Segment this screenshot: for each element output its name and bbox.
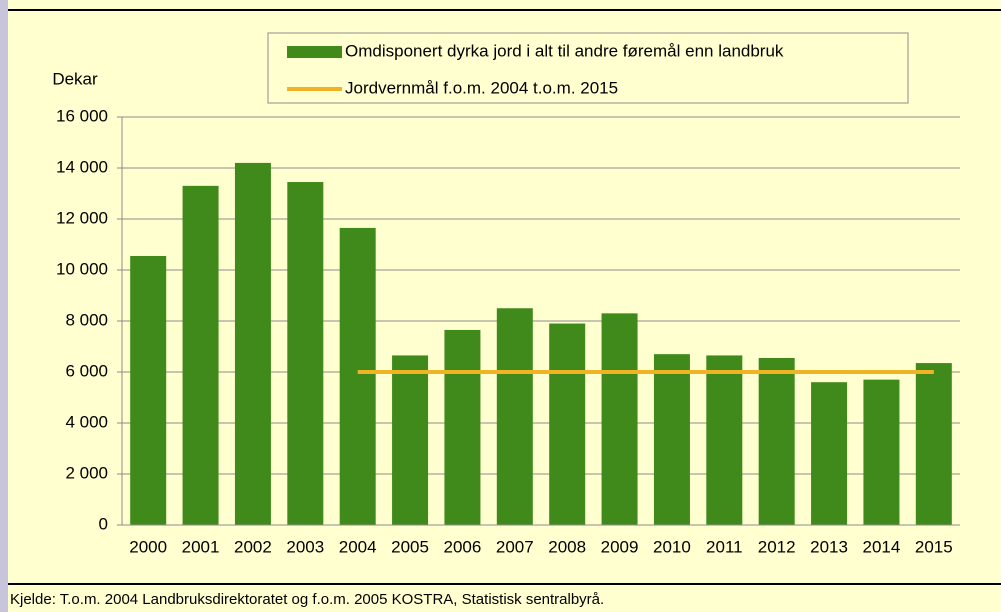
- legend-label: Jordvernmål f.o.m. 2004 t.o.m. 2015: [345, 78, 618, 97]
- bar: [811, 382, 848, 525]
- x-tick-label: 2002: [234, 537, 272, 556]
- bar: [758, 357, 795, 525]
- bar: [863, 379, 900, 525]
- bar: [182, 185, 219, 525]
- y-tick-label: 8 000: [65, 310, 108, 329]
- y-tick-label: 4 000: [65, 412, 108, 431]
- bar: [287, 182, 324, 525]
- x-tick-label: 2012: [758, 537, 796, 556]
- bar: [496, 308, 533, 525]
- legend-label: Omdisponert dyrka jord i alt til andre f…: [345, 41, 784, 60]
- bar: [915, 363, 952, 525]
- y-tick-label: 10 000: [56, 259, 108, 278]
- bar: [653, 354, 690, 525]
- x-tick-label: 2005: [391, 537, 429, 556]
- bar: [706, 355, 743, 525]
- y-tick-label: 16 000: [56, 106, 108, 125]
- y-tick-label: 6 000: [65, 361, 108, 380]
- x-tick-label: 2007: [496, 537, 534, 556]
- source: Kjelde: T.o.m. 2004 Landbruksdirektorate…: [10, 591, 604, 608]
- y-tick-label: 0: [99, 514, 108, 533]
- bar: [234, 162, 271, 525]
- legend-swatch: [287, 46, 342, 58]
- x-tick-label: 2008: [548, 537, 586, 556]
- x-tick-label: 2003: [286, 537, 324, 556]
- x-tick-label: 2004: [339, 537, 377, 556]
- x-tick-label: 2001: [182, 537, 220, 556]
- x-tick-label: 2009: [601, 537, 639, 556]
- bar: [549, 323, 586, 525]
- bar: [601, 313, 638, 525]
- y-tick-label: 2 000: [65, 463, 108, 482]
- x-tick-label: 2015: [915, 537, 953, 556]
- x-tick-label: 2013: [810, 537, 848, 556]
- bar: [339, 227, 376, 526]
- legend: [267, 32, 909, 104]
- y-axis-label: Dekar: [52, 69, 98, 88]
- x-tick-label: 2010: [653, 537, 691, 556]
- y-tick-label: 12 000: [56, 208, 108, 227]
- bar: [392, 355, 429, 525]
- bar: [444, 329, 481, 525]
- bar: [130, 255, 167, 525]
- x-tick-label: 2000: [129, 537, 167, 556]
- side-strip: [0, 0, 8, 612]
- x-tick-label: 2006: [444, 537, 482, 556]
- x-tick-label: 2011: [706, 537, 743, 556]
- y-tick-label: 14 000: [56, 157, 108, 176]
- x-tick-label: 2014: [863, 537, 901, 556]
